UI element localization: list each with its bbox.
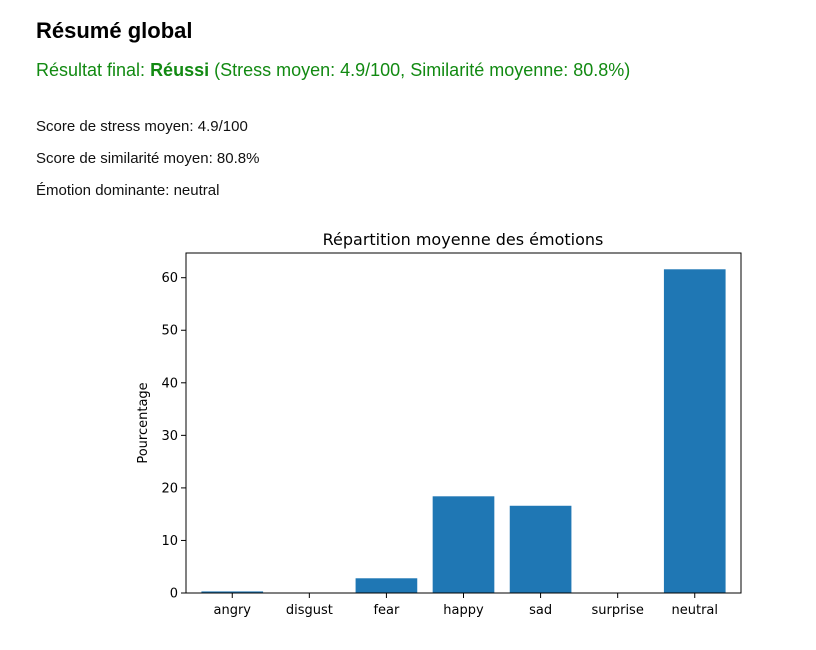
final-result-line: Résultat final: Réussi (Stress moyen: 4.… bbox=[36, 60, 630, 81]
y-tick-label: 20 bbox=[161, 481, 178, 496]
y-axis: 0 10 20 30 40 50 60 bbox=[161, 271, 186, 602]
x-tick-label-disgust: disgust bbox=[286, 603, 333, 618]
final-result-details: (Stress moyen: 4.9/100, Similarité moyen… bbox=[209, 60, 631, 80]
x-tick-label-surprise: surprise bbox=[591, 603, 643, 618]
dominant-emotion-line: Émotion dominante: neutral bbox=[36, 182, 220, 199]
y-tick-label: 10 bbox=[161, 534, 178, 549]
final-result-status: Réussi bbox=[150, 60, 210, 80]
x-tick-label-neutral: neutral bbox=[672, 603, 719, 618]
y-tick-label: 40 bbox=[161, 376, 178, 391]
stress-score-line: Score de stress moyen: 4.9/100 bbox=[36, 118, 248, 135]
plot-frame bbox=[185, 252, 742, 594]
bars-group bbox=[201, 269, 726, 593]
y-tick-label: 50 bbox=[161, 324, 178, 339]
y-tick-label: 30 bbox=[161, 429, 178, 444]
y-tick-label: 0 bbox=[170, 587, 178, 602]
final-result-prefix: Résultat final: bbox=[36, 60, 151, 80]
y-axis-label: Pourcentage bbox=[136, 382, 151, 463]
bar-neutral bbox=[663, 269, 726, 593]
x-axis: angry disgust fear happy sad surprise neutral bbox=[214, 593, 719, 618]
emotion-distribution-chart: Répartition moyenne des émotions 0 10 20 30… bbox=[136, 230, 742, 618]
x-tick-label-sad: sad bbox=[529, 603, 552, 618]
bar-happy bbox=[432, 496, 495, 593]
chart-title: Répartition moyenne des émotions bbox=[323, 230, 604, 249]
y-tick-label: 60 bbox=[161, 271, 178, 286]
x-tick-label-angry: angry bbox=[214, 603, 252, 618]
bar-sad bbox=[509, 505, 572, 593]
x-tick-label-happy: happy bbox=[443, 603, 484, 618]
similarity-score-line: Score de similarité moyen: 80.8% bbox=[36, 150, 260, 167]
x-tick-label-fear: fear bbox=[373, 603, 400, 618]
bar-angry bbox=[201, 591, 264, 593]
section-title: Résumé global bbox=[36, 18, 193, 43]
bar-fear bbox=[355, 578, 418, 593]
